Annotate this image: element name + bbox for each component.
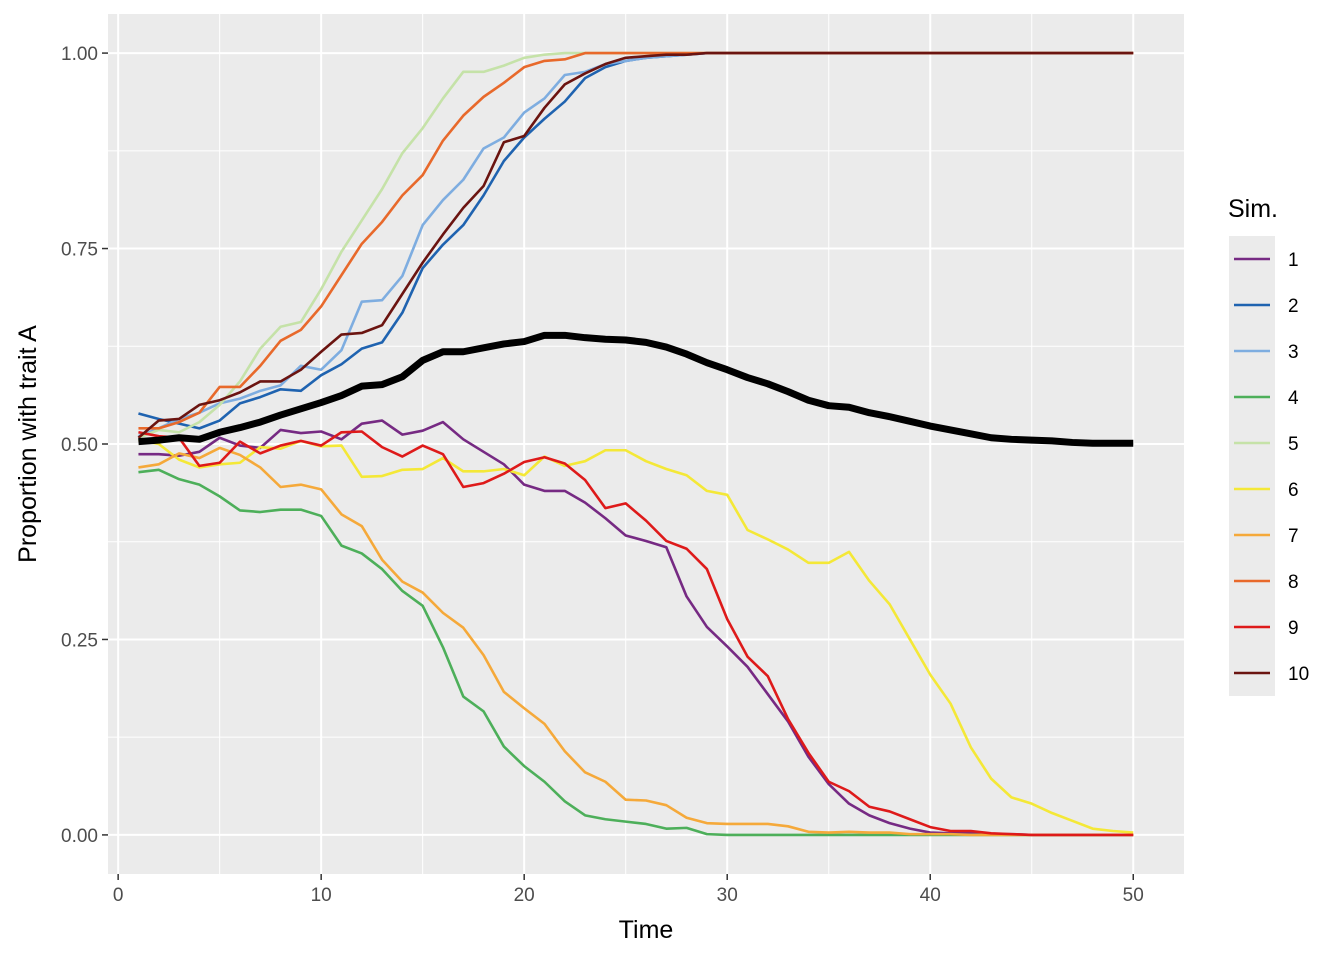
y-axis: 0.00 0.25 0.50 0.75 1.00 xyxy=(61,44,108,847)
legend-label-sim-6: 6 xyxy=(1288,480,1299,501)
y-tick-label: 0.00 xyxy=(61,826,98,847)
legend: Sim. 1 2 3 4 5 6 7 8 9 10 xyxy=(1228,195,1309,696)
y-tick-label: 0.75 xyxy=(61,240,98,261)
y-tick-label: 0.50 xyxy=(61,435,98,456)
legend-items: 1 2 3 4 5 6 7 8 9 10 xyxy=(1234,250,1309,685)
series-line-sim-1 xyxy=(138,419,1134,837)
x-tick-label: 50 xyxy=(1123,885,1144,906)
mean-line-layer xyxy=(138,331,1134,447)
y-axis-title: Proportion with trait A xyxy=(14,325,42,563)
mean-line xyxy=(138,331,1134,447)
series-line-sim-9 xyxy=(138,430,1134,837)
x-axis-title: Time xyxy=(619,916,674,944)
legend-label-sim-2: 2 xyxy=(1288,296,1299,317)
series-line-sim-10 xyxy=(137,51,1134,439)
x-tick-label: 30 xyxy=(717,885,738,906)
x-tick-label: 40 xyxy=(920,885,941,906)
y-tick-label: 1.00 xyxy=(61,44,98,65)
y-tick-label: 0.25 xyxy=(61,630,98,651)
legend-label-sim-7: 7 xyxy=(1288,526,1299,547)
legend-key-background xyxy=(1229,236,1275,696)
series-line-sim-7 xyxy=(138,446,1134,837)
x-tick-label: 20 xyxy=(514,885,535,906)
legend-label-sim-1: 1 xyxy=(1288,250,1299,271)
legend-label-sim-3: 3 xyxy=(1288,342,1299,363)
legend-label-sim-10: 10 xyxy=(1288,664,1309,685)
legend-label-sim-4: 4 xyxy=(1288,388,1299,409)
x-tick-label: 10 xyxy=(311,885,332,906)
x-axis: 0 10 20 30 40 50 xyxy=(113,874,1144,906)
legend-label-sim-9: 9 xyxy=(1288,618,1299,639)
legend-label-sim-5: 5 xyxy=(1288,434,1299,455)
series-lines xyxy=(137,51,1134,837)
legend-title: Sim. xyxy=(1228,195,1278,223)
x-tick-label: 0 xyxy=(113,885,124,906)
legend-label-sim-8: 8 xyxy=(1288,572,1299,593)
